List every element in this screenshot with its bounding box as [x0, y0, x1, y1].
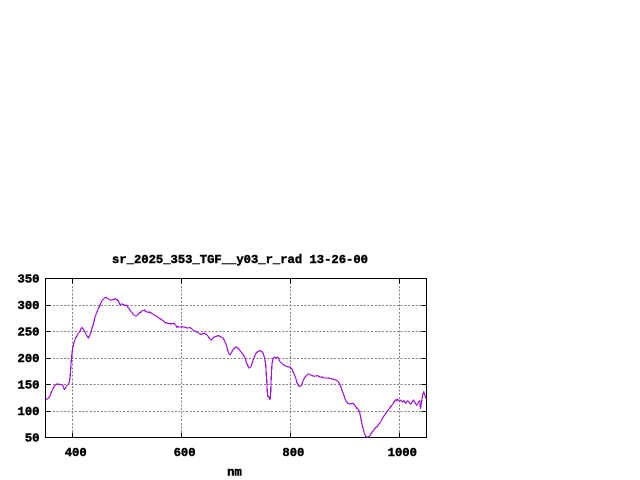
svg-text:600: 600	[174, 446, 196, 460]
svg-text:nm: nm	[227, 465, 242, 479]
svg-text:300: 300	[18, 299, 40, 313]
svg-text:50: 50	[25, 432, 40, 446]
svg-text:350: 350	[18, 273, 40, 287]
svg-text:100: 100	[18, 405, 40, 419]
svg-text:sr_2025_353_TGF__y03_r_rad 13-: sr_2025_353_TGF__y03_r_rad 13-26-00	[112, 253, 368, 267]
svg-text:400: 400	[65, 446, 87, 460]
svg-text:800: 800	[282, 446, 304, 460]
svg-text:200: 200	[18, 352, 40, 366]
svg-text:150: 150	[18, 379, 40, 393]
svg-text:250: 250	[18, 326, 40, 340]
svg-text:1000: 1000	[388, 446, 417, 460]
